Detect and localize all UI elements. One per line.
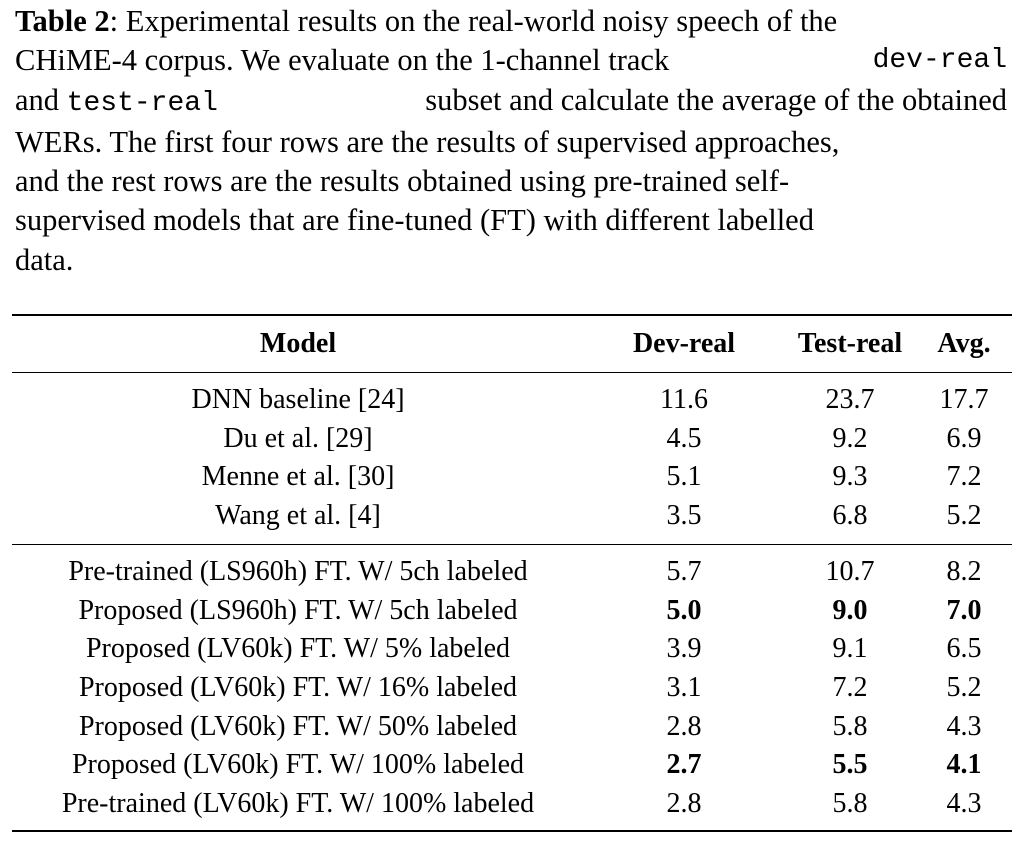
dev-real-cell: 3.5	[666, 500, 702, 532]
dev-real-cell: 4.5	[666, 422, 702, 454]
avg-cell: 4.3	[946, 788, 982, 820]
table-row: Proposed (LV60k) FT. W/ 5% labeled 3.9 9.1…	[12, 630, 1012, 669]
dev-real-cell: 2.8	[666, 788, 702, 820]
header-dev-real: Dev-real	[632, 327, 736, 359]
avg-cell: 8.2	[946, 555, 982, 587]
header-row: Model Dev-real Test-real Avg.	[12, 315, 1012, 373]
model-cell: Proposed (LV60k) FT. W/ 50% labeled	[78, 710, 518, 742]
dev-real-cell: 3.1	[666, 671, 702, 703]
avg-cell: 7.0	[946, 594, 982, 626]
model-cell: Proposed (LV60k) FT. W/ 5% labeled	[85, 633, 511, 665]
avg-cell: 5.2	[946, 500, 982, 532]
table-row: Du et al. [29] 4.5 9.2 6.9	[12, 420, 1012, 459]
code-dev-real: dev-real	[872, 45, 1007, 77]
dev-real-cell: 5.1	[666, 461, 702, 493]
table-row: Proposed (LS960h) FT. W/ 5ch labeled 5.0 9…	[12, 592, 1012, 631]
caption-text: CHiME-4 corpus. We evaluate on the 1-cha…	[15, 43, 670, 78]
caption-text: supervised models that are fine-tuned (F…	[15, 203, 814, 238]
caption-line: CHiME-4 corpus. We evaluate on the 1-cha…	[15, 41, 1007, 80]
table-label: Table 2	[15, 4, 110, 38]
model-cell: Du et al. [29]	[223, 422, 373, 454]
table-row: Proposed (LV60k) FT. W/ 100% labeled 2.7 5…	[12, 746, 1012, 785]
caption-text: WERs. The first four rows are the result…	[15, 124, 840, 159]
header-test-real: Test-real	[797, 327, 903, 359]
table-row: Proposed (LV60k) FT. W/ 16% labeled 3.1 7.…	[12, 669, 1012, 708]
test-real-cell: 9.3	[832, 461, 868, 493]
header-avg: Avg.	[937, 327, 991, 359]
model-cell: Proposed (LV60k) FT. W/ 16% labeled	[78, 671, 518, 703]
table-row: Pre-trained (LV60k) FT. W/ 100% labeled 2…	[12, 785, 1012, 831]
caption-line: Table 2: Experimental results on the rea…	[15, 2, 1007, 41]
caption-line: data.	[15, 241, 1007, 280]
caption-text: subset and calculate the average of the …	[425, 82, 1007, 117]
avg-cell: 4.3	[946, 710, 982, 742]
avg-cell: 6.5	[946, 633, 982, 665]
caption-text: and the rest rows are the results obtain…	[15, 164, 790, 199]
test-real-cell: 9.2	[832, 422, 868, 454]
test-real-cell: 10.7	[825, 555, 875, 587]
dev-real-cell: 3.9	[666, 633, 702, 665]
test-real-cell: 5.5	[832, 749, 868, 781]
table-row: Wang et al. [4] 3.5 6.8 5.2	[12, 497, 1012, 544]
table-row: DNN baseline [24] 11.6 23.7 17.7	[12, 373, 1012, 420]
test-real-cell: 9.0	[832, 594, 868, 626]
caption-text: data.	[15, 242, 74, 277]
caption-line: and test-real subset and calculate the a…	[15, 81, 1007, 123]
model-cell: Pre-trained (LS960h) FT. W/ 5ch labeled	[68, 555, 528, 587]
test-real-cell: 6.8	[832, 500, 868, 532]
model-cell: Menne et al. [30]	[201, 461, 395, 493]
table-row: Pre-trained (LS960h) FT. W/ 5ch labeled 5…	[12, 544, 1012, 591]
avg-cell: 7.2	[946, 461, 982, 493]
dev-real-cell: 5.7	[666, 555, 702, 587]
code-test-real: test-real	[66, 87, 218, 119]
self-supervised-group: Pre-trained (LS960h) FT. W/ 5ch labeled 5…	[12, 544, 1012, 831]
test-real-cell: 5.8	[832, 788, 868, 820]
model-cell: Pre-trained (LV60k) FT. W/ 100% labeled	[61, 788, 535, 820]
avg-cell: 6.9	[946, 422, 982, 454]
dev-real-cell: 2.8	[666, 710, 702, 742]
test-real-cell: 9.1	[832, 633, 868, 665]
model-cell: DNN baseline [24]	[191, 384, 405, 415]
caption-line: supervised models that are fine-tuned (F…	[15, 201, 1007, 240]
test-real-cell: 5.8	[832, 710, 868, 742]
dev-real-cell: 11.6	[660, 384, 708, 415]
caption-line: WERs. The first four rows are the result…	[15, 123, 1007, 162]
caption-text: and	[15, 82, 67, 117]
dev-real-cell: 5.0	[666, 594, 702, 626]
avg-cell: 5.2	[946, 671, 982, 703]
model-cell: Wang et al. [4]	[215, 500, 381, 532]
model-cell: Proposed (LS960h) FT. W/ 5ch labeled	[78, 594, 518, 626]
header-model: Model	[259, 327, 337, 359]
test-real-cell: 7.2	[832, 671, 868, 703]
table-row: Proposed (LV60k) FT. W/ 50% labeled 2.8 5.…	[12, 708, 1012, 747]
table-caption: Table 2: Experimental results on the rea…	[15, 2, 1007, 280]
test-real-cell: 23.7	[825, 384, 875, 415]
results-table: Model Dev-real Test-real Avg. DNN baseli…	[12, 314, 1012, 832]
caption-line: and the rest rows are the results obtain…	[15, 162, 1007, 201]
dev-real-cell: 2.7	[666, 749, 702, 781]
table-row: Menne et al. [30] 5.1 9.3 7.2	[12, 458, 1012, 497]
avg-cell: 17.7	[939, 384, 989, 415]
avg-cell: 4.1	[946, 749, 982, 781]
supervised-group: DNN baseline [24] 11.6 23.7 17.7 Du et al. […	[12, 373, 1012, 545]
caption-text: : Experimental results on the real-world…	[109, 4, 838, 38]
model-cell: Proposed (LV60k) FT. W/ 100% labeled	[71, 749, 525, 781]
